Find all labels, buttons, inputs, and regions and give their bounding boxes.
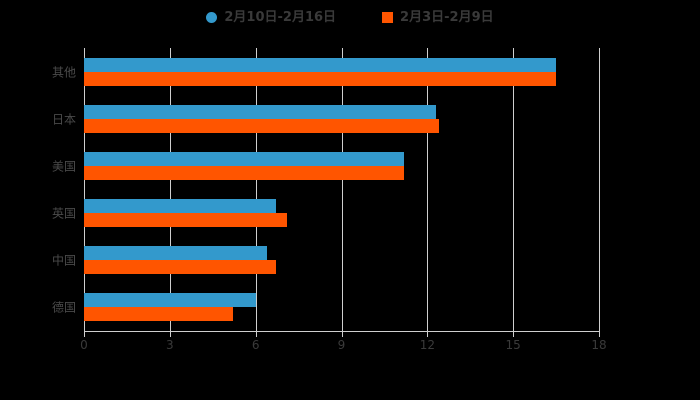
legend-label-series-1: 2月10日-2月16日 xyxy=(224,9,337,25)
bar-segment[interactable] xyxy=(84,71,557,86)
gridline xyxy=(341,48,343,331)
bar-segment[interactable] xyxy=(84,118,439,133)
x-axis-tick-mark xyxy=(169,331,171,337)
bar-segment[interactable] xyxy=(84,151,405,166)
gridline xyxy=(169,48,171,331)
y-axis-category-label: 中国 xyxy=(51,253,76,268)
bar-segment[interactable] xyxy=(84,199,276,214)
y-axis-category-label: 德国 xyxy=(51,300,76,315)
gridline xyxy=(84,48,85,331)
bar-segment[interactable] xyxy=(84,213,288,228)
bar-segment[interactable] xyxy=(84,165,405,180)
x-axis-tick-label: 15 xyxy=(505,338,521,352)
x-axis-tick-label: 9 xyxy=(337,338,346,352)
chart-legend: 2月10日-2月16日 2月3日-2月9日 xyxy=(0,6,700,28)
x-axis-tick-mark xyxy=(599,331,600,337)
x-axis-tick-label: 6 xyxy=(251,338,260,352)
bar-segment[interactable] xyxy=(84,246,268,261)
y-axis-category-label: 英国 xyxy=(51,206,76,221)
x-axis-tick-mark xyxy=(513,331,515,337)
gridline xyxy=(513,48,515,331)
plot-area xyxy=(84,48,600,331)
x-axis-tick-label: 0 xyxy=(80,338,88,352)
bar-segment[interactable] xyxy=(84,293,256,308)
y-axis-category-label: 日本 xyxy=(51,112,76,127)
x-axis-tick-label: 18 xyxy=(591,338,607,352)
x-axis-tick-mark xyxy=(84,331,85,337)
gridline xyxy=(255,48,257,331)
x-axis-tick-mark xyxy=(427,331,429,337)
legend-swatch-circle-icon xyxy=(206,11,218,23)
legend-item-series-2[interactable]: 2月3日-2月9日 xyxy=(382,11,494,24)
gridline xyxy=(427,48,429,331)
x-axis-tick-mark xyxy=(341,331,343,337)
x-axis-tick-label: 12 xyxy=(419,338,435,352)
bar-segment[interactable] xyxy=(84,307,233,322)
legend-swatch-square-icon xyxy=(382,11,394,23)
y-axis-category-label: 美国 xyxy=(51,159,76,174)
legend-item-series-1[interactable]: 2月10日-2月16日 xyxy=(206,11,336,24)
y-axis-category-label: 其他 xyxy=(51,65,76,80)
bar-segment[interactable] xyxy=(84,260,276,275)
x-axis-tick-mark xyxy=(255,331,257,337)
bar-segment[interactable] xyxy=(84,104,436,119)
x-axis-tick-label: 3 xyxy=(166,338,174,352)
bar-segment[interactable] xyxy=(84,57,557,72)
legend-label-series-2: 2月3日-2月9日 xyxy=(400,9,494,25)
gridline xyxy=(599,48,600,331)
y-axis-labels: 其他日本美国英国中国德国 xyxy=(0,0,76,400)
